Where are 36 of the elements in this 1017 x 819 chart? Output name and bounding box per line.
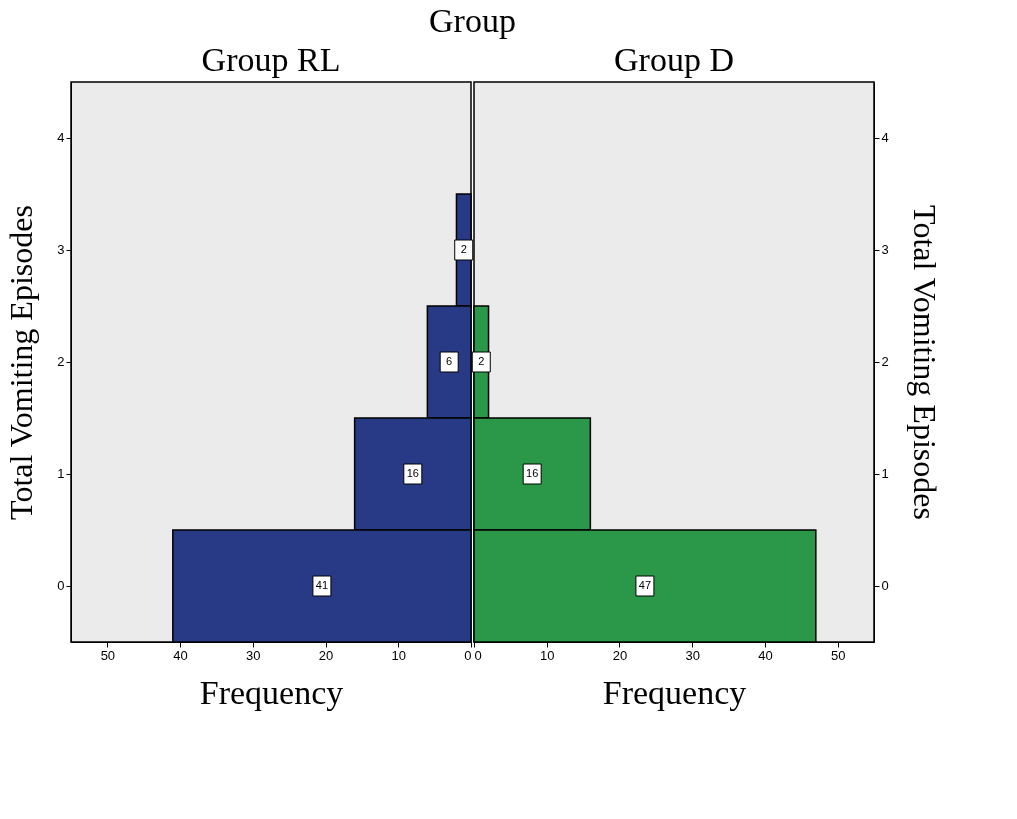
y-axis-title: Total Vomiting Episodes: [3, 205, 40, 520]
y-tick-label: 2: [57, 354, 65, 369]
y-tick-label: 4: [881, 130, 889, 145]
y-tick-label: 2: [881, 354, 889, 369]
x-axis-title: Frequency: [199, 673, 344, 711]
x-tick-label: 10: [391, 647, 407, 663]
data-label: 6: [446, 355, 453, 367]
y-tick-label: 1: [57, 466, 65, 481]
y-tick-label: 0: [881, 578, 889, 593]
data-label: 16: [526, 467, 539, 479]
y-axis-title: Total Vomiting Episodes: [906, 205, 943, 520]
x-tick-label: 50: [100, 647, 116, 663]
y-tick-label: 1: [881, 466, 889, 481]
x-tick-label: 30: [685, 647, 700, 663]
x-tick-label: 40: [758, 647, 773, 663]
data-label: 16: [406, 467, 419, 479]
y-tick-label: 3: [57, 242, 65, 257]
data-label: 41: [315, 579, 329, 591]
x-tick-label: 0: [464, 647, 472, 663]
x-tick-label: 10: [539, 647, 555, 663]
data-label: 47: [638, 579, 652, 591]
chart-title: Group D: [614, 41, 734, 78]
data-label: 2: [478, 355, 485, 367]
chart-title: Group RL: [201, 41, 341, 78]
text: Group: [429, 2, 516, 40]
x-tick-label: 20: [318, 647, 334, 663]
y-tick-label: 4: [57, 130, 65, 145]
x-tick-label: 30: [246, 647, 261, 663]
x-tick-label: 50: [830, 647, 846, 663]
y-tick-label: 0: [57, 578, 65, 593]
y-tick-label: 3: [881, 242, 889, 257]
x-tick-label: 20: [612, 647, 628, 663]
data-label: 2: [460, 243, 467, 255]
x-axis-title: Frequency: [602, 673, 747, 711]
x-tick-label: 40: [173, 647, 188, 663]
x-tick-label: 0: [474, 647, 482, 663]
